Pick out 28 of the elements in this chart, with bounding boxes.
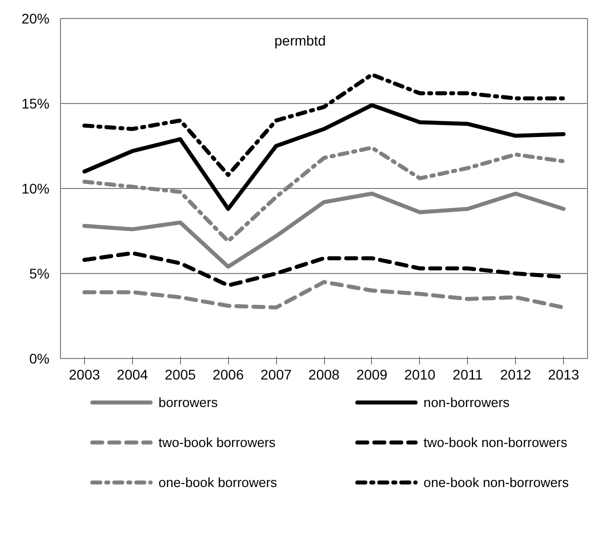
line-series	[82, 72, 566, 177]
y-tick-label: 15%	[21, 96, 50, 112]
x-tick-label: 2006	[212, 366, 244, 382]
legend-label: borrowers	[158, 395, 218, 410]
text: permbtd	[274, 32, 326, 48]
x-tick-label: 2004	[116, 366, 148, 382]
x-tick-label: 2011	[452, 366, 483, 382]
y-tick-label: 5%	[29, 266, 50, 282]
x-tick-label: 2010	[404, 366, 436, 382]
x-tick-label: 2009	[356, 366, 388, 382]
line-series	[82, 192, 566, 269]
x-tick-label: 2008	[308, 366, 340, 382]
x-tick-label: 2012	[500, 366, 532, 382]
y-tick-label: 20%	[21, 10, 50, 26]
legend-label: two-book borrowers	[158, 435, 276, 450]
y-tick-label: 10%	[21, 180, 50, 196]
legend-label: two-book non-borrowers	[424, 435, 568, 450]
x-tick-label: 2003	[68, 366, 100, 382]
x-tick-label: 2005	[164, 366, 196, 382]
legend-label: one-book non-borrowers	[424, 475, 570, 490]
line-series	[82, 103, 566, 211]
line-series	[82, 280, 566, 310]
legend-label: one-book borrowers	[158, 475, 278, 490]
y-tick-label: 0%	[29, 350, 50, 366]
x-tick-label: 2007	[260, 366, 292, 382]
line-series	[82, 146, 566, 244]
legend-label: non-borrowers	[424, 395, 510, 410]
x-tick-label: 2013	[548, 366, 580, 382]
